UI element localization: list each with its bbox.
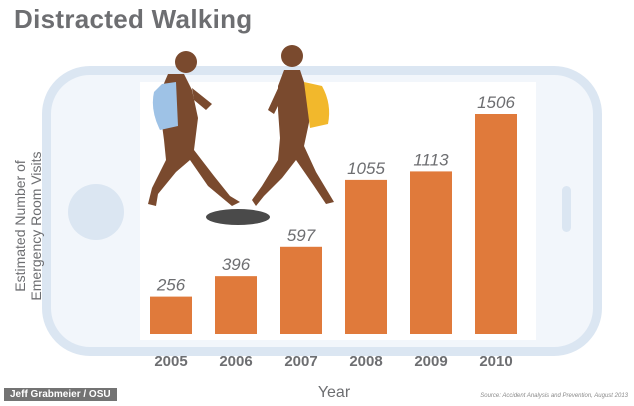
bar-2010 — [475, 114, 517, 334]
data-label-2008: 1055 — [347, 159, 385, 178]
chart-title: Distracted Walking — [14, 4, 253, 34]
data-label-2010: 1506 — [477, 93, 515, 112]
phone-home-button-icon — [68, 184, 124, 240]
data-label-2007: 597 — [287, 226, 316, 245]
phone-side-button — [562, 186, 571, 232]
x-tick-label-2008: 2008 — [349, 353, 382, 370]
x-tick-label-2005: 2005 — [154, 353, 187, 370]
data-label-2005: 256 — [156, 276, 186, 295]
data-label-2006: 396 — [222, 255, 251, 274]
illustration — [148, 45, 334, 225]
walking-person-icon — [148, 51, 240, 206]
source-note: Source: Accident Analysis and Prevention… — [480, 393, 628, 399]
bar-2008 — [345, 179, 387, 334]
data-labels: 256 396 597 1055 1113 1506 — [156, 93, 516, 295]
photo-credit: Jeff Grabmeier / OSU — [4, 388, 117, 401]
phone-screen — [140, 82, 536, 340]
x-tick-label-2010: 2010 — [479, 353, 512, 370]
bar-2009 — [410, 171, 452, 334]
x-tick-label-2007: 2007 — [284, 353, 317, 370]
walking-person-icon — [252, 45, 334, 206]
bar-2006 — [215, 276, 257, 334]
x-tick-labels: 2005 2006 2007 2008 2009 2010 — [154, 353, 512, 370]
x-tick-label-2006: 2006 — [219, 353, 252, 370]
bar-2005 — [150, 296, 192, 334]
manhole-icon — [206, 209, 270, 225]
x-axis-label: Year — [317, 384, 351, 401]
bar-2007 — [280, 246, 322, 334]
bars — [150, 114, 517, 334]
x-tick-label-2009: 2009 — [414, 353, 447, 370]
data-label-2009: 1113 — [413, 150, 449, 169]
